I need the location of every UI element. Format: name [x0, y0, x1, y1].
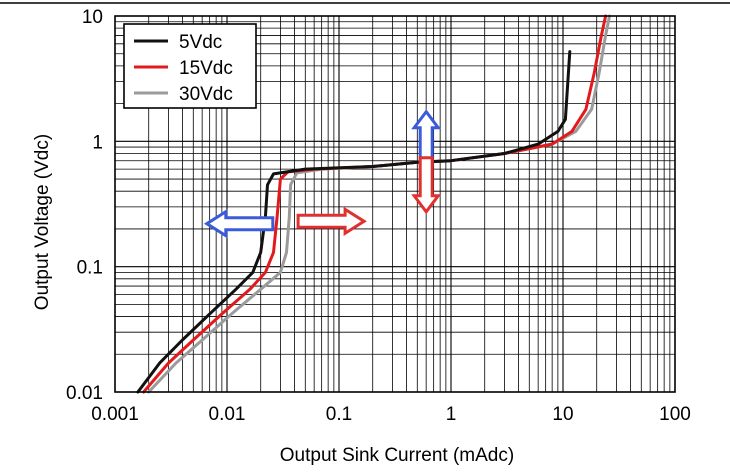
x-tick-label: 0.1 [326, 404, 352, 425]
y-tick-label: 10 [82, 7, 103, 28]
legend: 5Vdc 15Vdc 30Vdc [123, 23, 257, 109]
arrow-down-icon [411, 156, 442, 215]
legend-label: 30Vdc [179, 84, 233, 105]
annotation-layer [203, 109, 442, 239]
y-tick-label: 0.01 [66, 383, 103, 404]
x-tick-label: 1 [446, 404, 457, 425]
x-tick-label: 100 [659, 404, 691, 425]
series-layer [136, 14, 611, 394]
arrow-left-icon [203, 208, 275, 239]
y-tick-label: 0.1 [77, 258, 103, 279]
x-tick-label: 0.001 [91, 404, 139, 425]
y-tick-label: 1 [92, 132, 103, 153]
series-line-5Vdc [136, 50, 572, 394]
legend-label: 5Vdc [179, 32, 222, 53]
y-axis-title: Output Voltage (Vdc) [32, 134, 53, 310]
x-tick-label: 0.01 [209, 404, 246, 425]
plot-frame [114, 15, 676, 393]
x-axis-title: Output Sink Current (mAdc) [280, 445, 514, 466]
arrow-right-icon [296, 206, 367, 237]
legend-label: 15Vdc [179, 58, 233, 79]
x-tick-label: 10 [552, 404, 573, 425]
